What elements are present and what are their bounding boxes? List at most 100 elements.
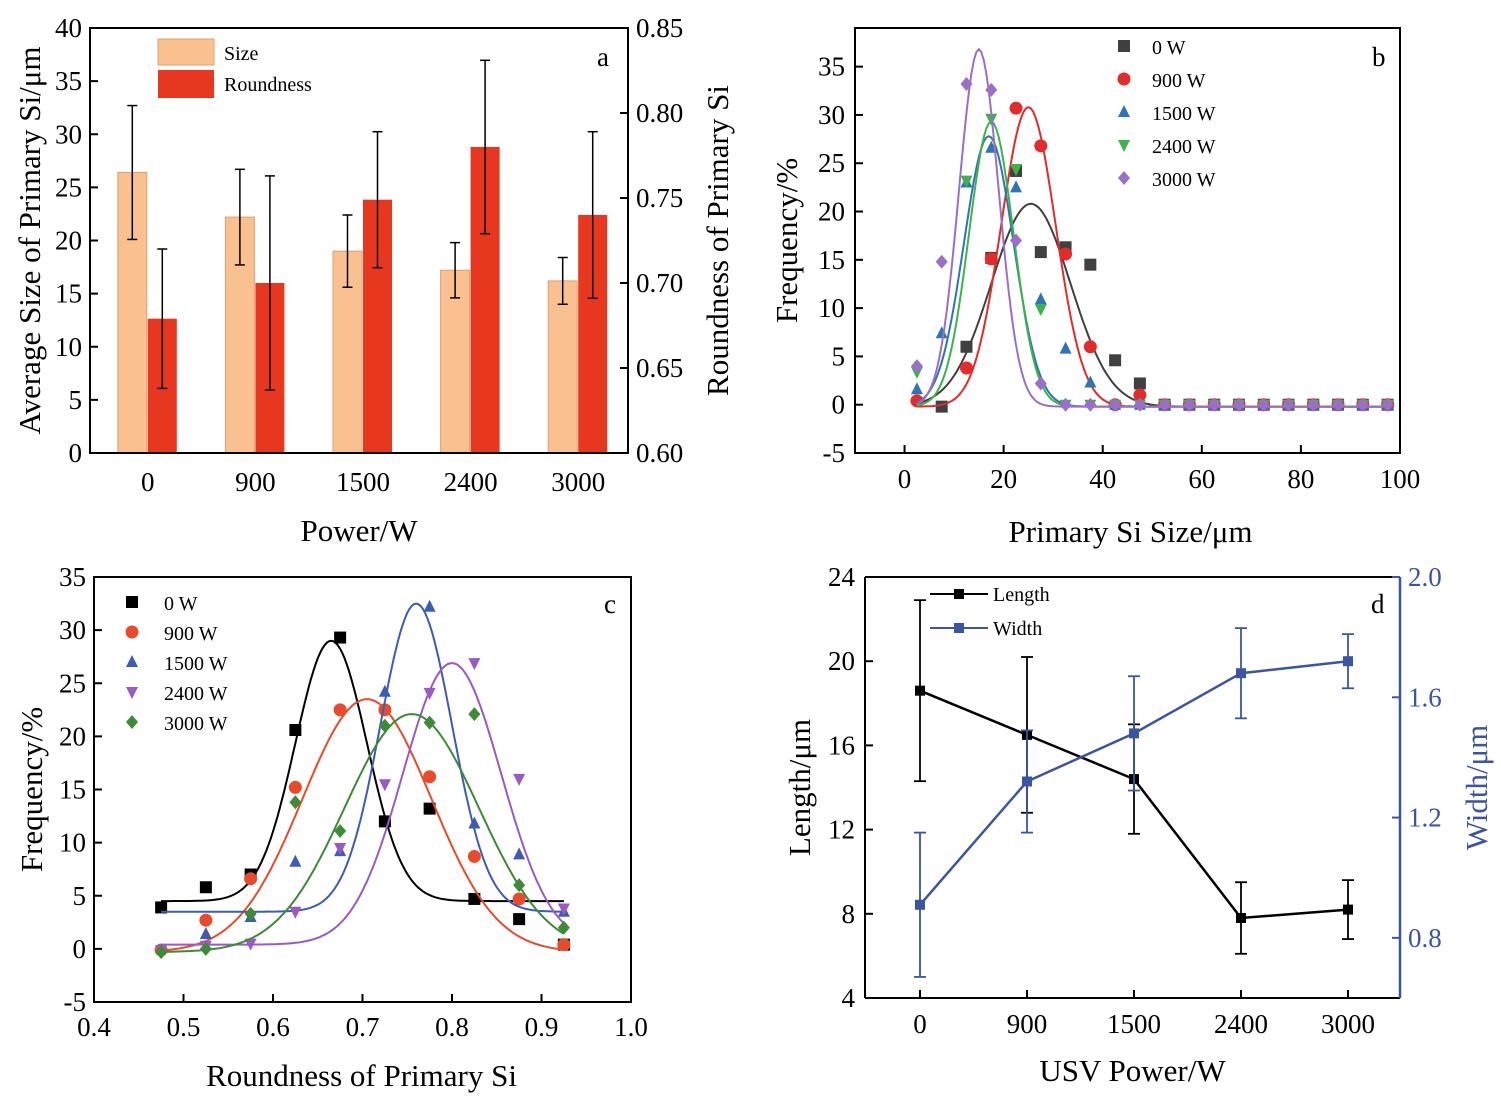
legend-marker: [126, 596, 138, 608]
data-point: [935, 400, 948, 413]
data-point: [557, 920, 570, 935]
data-point: [513, 878, 526, 893]
legend-marker: [1117, 72, 1131, 86]
fit-curve: [161, 602, 564, 913]
panel-d: 0 900 1500 2400 3000 4 8 12 16 20 24 0.8 1.2 1.6 2.0 US…: [782, 562, 1494, 1088]
legend-label-size: Size: [224, 43, 259, 65]
y-axis-title: Average Size of Primary Si/μm: [12, 47, 47, 435]
data-point: [1009, 101, 1023, 115]
plot-frame: [854, 27, 1401, 454]
size-bar: [440, 269, 471, 454]
data-point: [960, 175, 973, 188]
y-tick-label: 10: [818, 293, 845, 323]
data-point: [199, 881, 212, 894]
panel-letter: c: [604, 589, 616, 619]
data-point: [1133, 397, 1146, 412]
data-point: [1133, 377, 1146, 390]
x-tick-label: 900: [1007, 1009, 1048, 1039]
data-point: [1381, 397, 1394, 412]
legend-marker: [1118, 105, 1130, 117]
data-point: [1356, 397, 1369, 412]
x-axis-title: USV Power/W: [1039, 1053, 1226, 1088]
data-point: [1034, 376, 1047, 391]
data-point: [1084, 258, 1097, 271]
y-right-tick-label: 2.0: [1408, 562, 1442, 592]
data-point: [985, 82, 998, 97]
legend-marker: [125, 625, 139, 639]
x-tick-label: 1500: [336, 467, 390, 497]
y-right-axis-title: Width/μm: [1459, 725, 1494, 851]
data-point: [959, 361, 973, 375]
y-right-tick-label: 1.6: [1408, 682, 1442, 712]
data-point: [910, 359, 923, 374]
width-point: [1022, 776, 1032, 787]
panel-a: 0 900 1500 2400 3000 0 5 10 15 20 25 30 35 40 0.60 0.65…: [12, 13, 735, 548]
data-point: [1282, 397, 1295, 412]
panel-letter: b: [1372, 42, 1386, 72]
data-point: [378, 718, 391, 733]
data-point: [423, 802, 436, 815]
x-tick-label: 0.8: [435, 1012, 469, 1042]
x-tick-label: 3000: [551, 467, 605, 497]
y-tick-label: 15: [59, 775, 86, 805]
x-tick-label: 1.0: [614, 1012, 648, 1042]
panel-letter: a: [597, 42, 609, 72]
y-tick-label: 5: [73, 881, 87, 911]
legend-label: 900 W: [1152, 70, 1206, 92]
y-tick-label: 0: [73, 934, 87, 964]
data-point: [1010, 180, 1023, 193]
x-tick-label: 20: [990, 464, 1017, 494]
data-point: [513, 913, 526, 926]
fit-curve: [161, 713, 565, 953]
data-point: [334, 823, 347, 838]
fit-curve: [161, 639, 564, 903]
y-right-tick-label: 0.80: [636, 98, 683, 128]
data-point: [1059, 341, 1072, 354]
y-axis-title: Frequency/%: [14, 707, 49, 872]
x-tick-label: 80: [1287, 464, 1314, 494]
legend-marker: [1118, 40, 1130, 52]
legend-label: Width: [993, 618, 1042, 640]
legend-marker: [126, 655, 138, 667]
x-tick-label: 0.4: [77, 1012, 111, 1042]
x-tick-label: 0: [898, 464, 912, 494]
data-point: [334, 631, 347, 644]
y-tick-label: 8: [842, 899, 856, 929]
data-point: [1034, 292, 1047, 305]
x-tick-label: 2400: [1214, 1009, 1268, 1039]
legend-marker: [954, 623, 964, 633]
data-point: [1158, 397, 1171, 412]
y-tick-label: 20: [828, 646, 855, 676]
data-point: [333, 703, 347, 717]
y-tick-label: 25: [55, 172, 82, 202]
data-point: [513, 773, 526, 786]
y-tick-label: 15: [818, 245, 845, 275]
width-point: [915, 899, 925, 910]
data-point: [244, 938, 257, 951]
panel-b: 0 20 40 60 80 100 -5 0 5 10 15 20 25 30 35 Primary Si S…: [769, 27, 1420, 549]
size-bar: [547, 280, 578, 454]
data-point: [1059, 397, 1072, 412]
y-tick-label: 30: [818, 100, 845, 130]
legend-label: 0 W: [1152, 37, 1186, 59]
data-point: [468, 707, 481, 722]
data-point: [960, 340, 973, 353]
data-point: [468, 892, 481, 905]
data-point: [557, 938, 571, 952]
data-point: [468, 658, 481, 671]
x-axis-title: Roundness of Primary Si: [206, 1058, 517, 1093]
data-point: [1183, 397, 1196, 412]
y-right-axis-title: Roundness of Primary Si: [700, 85, 735, 396]
data-point: [513, 847, 526, 860]
x-tick-label: 0.5: [167, 1012, 201, 1042]
data-point: [468, 816, 481, 829]
data-point: [1084, 375, 1097, 388]
data-point: [244, 906, 257, 921]
y-tick-label: 24: [828, 562, 856, 592]
y-tick-label: 10: [55, 332, 82, 362]
data-point: [557, 903, 570, 916]
legend-label: 1500 W: [164, 653, 228, 675]
legend-marker: [1118, 171, 1130, 185]
x-tick-label: 2400: [444, 467, 498, 497]
